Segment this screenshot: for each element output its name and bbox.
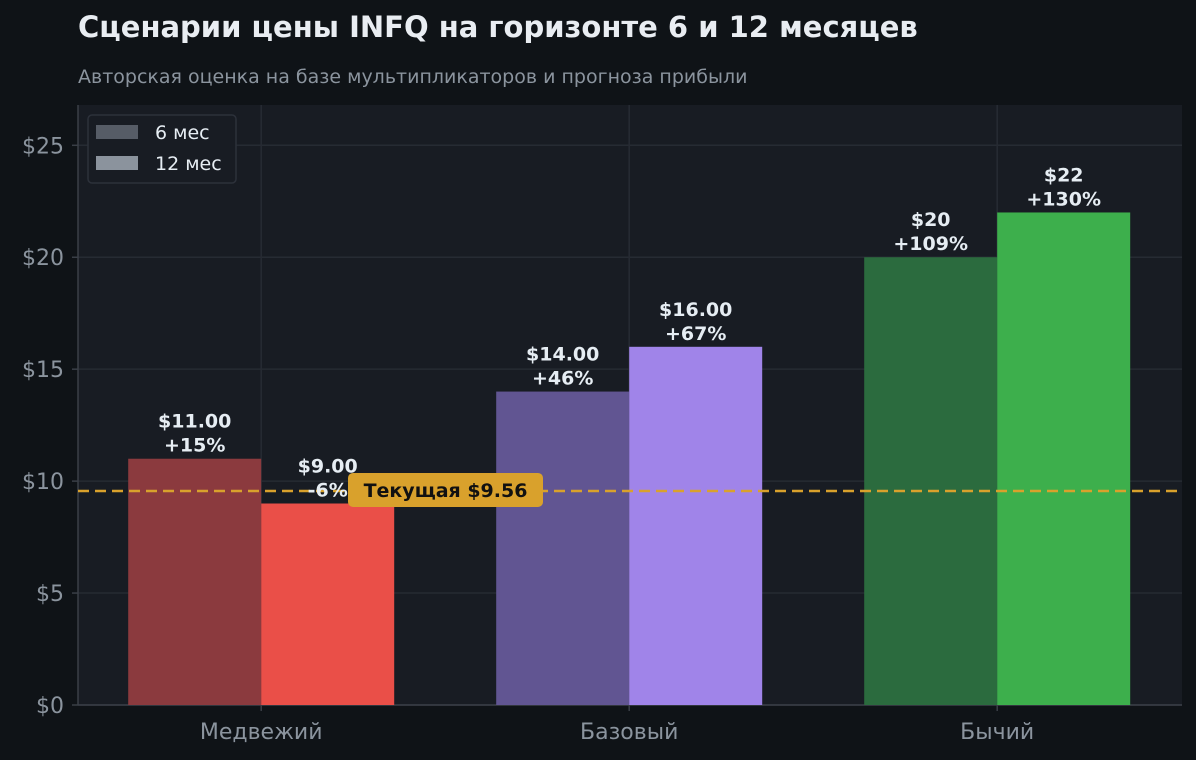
- y-tick-label: $0: [36, 694, 64, 719]
- x-tick-label: Бычий: [960, 720, 1034, 745]
- data-label-change: +15%: [164, 435, 225, 457]
- current-price-line-group: Текущая $9.56: [78, 472, 1182, 507]
- data-label-price: $22: [1044, 164, 1084, 186]
- y-tick-label: $15: [22, 358, 64, 383]
- data-label-price: $16.00: [659, 299, 732, 321]
- x-tick-label: Медвежий: [200, 720, 323, 745]
- y-tick-label: $10: [22, 470, 64, 495]
- data-label-change: -6%: [308, 480, 348, 502]
- data-label-change: +67%: [665, 323, 726, 345]
- bar: [496, 391, 630, 705]
- y-tick-label: $25: [22, 134, 64, 159]
- bar: [864, 257, 998, 705]
- y-axis-ticks: $0 $5 $10 $15 $20 $25: [22, 134, 78, 719]
- data-labels: $11.00+15% $14.00+46% $20+109% $9.00-6% $16.…: [158, 164, 1101, 501]
- bar: [997, 212, 1131, 705]
- legend-label: 12 мес: [155, 153, 222, 175]
- data-label-price: $9.00: [298, 456, 358, 478]
- bar: [261, 503, 395, 705]
- data-label-change: +109%: [893, 233, 968, 255]
- current-price-label: Текущая $9.56: [364, 480, 528, 502]
- legend-swatch: [96, 125, 138, 139]
- bar: [128, 458, 262, 705]
- data-label-price: $14.00: [526, 344, 599, 366]
- bar: [629, 346, 763, 705]
- bars: [128, 212, 1131, 705]
- y-tick-label: $5: [36, 582, 64, 607]
- data-label-price: $11.00: [158, 411, 231, 433]
- y-tick-label: $20: [22, 246, 64, 271]
- chart-subtitle: Авторская оценка на базе мультипликаторо…: [78, 66, 748, 88]
- legend-swatch: [96, 156, 138, 170]
- x-tick-label: Базовый: [580, 720, 678, 745]
- x-axis-ticks: Медвежий Базовый Бычий: [200, 705, 1034, 745]
- chart-title: Сценарии цены INFQ на горизонте 6 и 12 м…: [78, 10, 918, 44]
- data-label-price: $20: [911, 209, 951, 231]
- legend-label: 6 мес: [155, 122, 210, 144]
- data-label-change: +46%: [532, 368, 593, 390]
- data-label-change: +130%: [1026, 188, 1101, 210]
- current-price-badge: [348, 472, 543, 507]
- legend: 6 мес 12 мес: [87, 114, 237, 184]
